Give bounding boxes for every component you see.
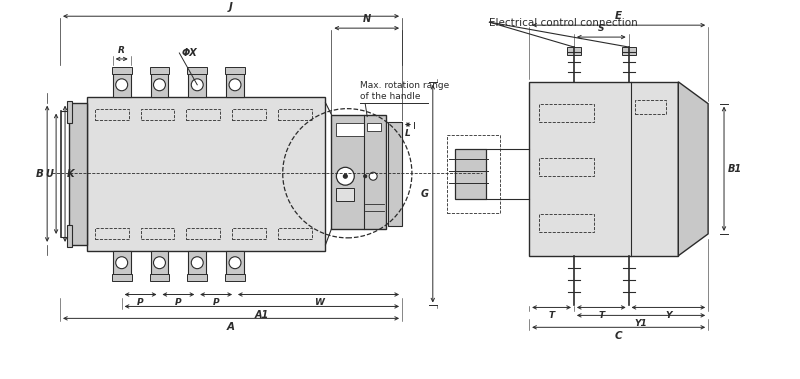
Bar <box>232 109 266 120</box>
Bar <box>226 251 244 275</box>
Bar <box>67 101 72 122</box>
Bar <box>278 228 311 239</box>
Text: of the handle: of the handle <box>360 92 421 101</box>
Text: A: A <box>227 323 235 332</box>
Bar <box>67 225 72 247</box>
Text: E: E <box>615 11 622 21</box>
Bar <box>634 100 666 114</box>
Bar <box>388 122 402 226</box>
Circle shape <box>154 79 166 91</box>
Bar <box>539 158 594 176</box>
Bar <box>336 122 364 136</box>
Text: J: J <box>229 2 233 12</box>
Circle shape <box>343 174 347 178</box>
Circle shape <box>116 257 128 269</box>
Bar <box>225 67 245 74</box>
Bar <box>113 251 130 275</box>
Text: P: P <box>138 299 144 307</box>
Text: S: S <box>598 24 605 33</box>
Circle shape <box>229 257 241 269</box>
Bar <box>446 135 500 213</box>
Bar <box>186 228 220 239</box>
Text: G: G <box>421 189 429 199</box>
Bar <box>187 274 207 280</box>
Circle shape <box>369 172 377 180</box>
Bar <box>539 104 594 122</box>
Bar <box>150 251 169 275</box>
Circle shape <box>336 167 354 185</box>
Bar <box>141 109 174 120</box>
Text: C: C <box>615 331 622 341</box>
Polygon shape <box>678 82 708 256</box>
Text: N: N <box>362 14 370 24</box>
Bar <box>232 228 266 239</box>
Bar <box>622 47 635 55</box>
Text: P: P <box>213 299 219 307</box>
Text: W: W <box>314 299 323 307</box>
Bar <box>187 67 207 74</box>
Text: B: B <box>35 169 43 179</box>
Text: A1: A1 <box>254 310 269 320</box>
Text: P: P <box>175 299 182 307</box>
Circle shape <box>154 257 166 269</box>
Bar <box>454 149 486 199</box>
Circle shape <box>191 79 203 91</box>
Bar <box>150 73 169 97</box>
Text: Electrical control connection: Electrical control connection <box>490 18 638 28</box>
Text: B1: B1 <box>728 164 742 174</box>
Text: Y1: Y1 <box>634 319 647 328</box>
Bar <box>150 67 170 74</box>
Text: Y: Y <box>665 312 672 320</box>
Bar <box>112 274 132 280</box>
Bar <box>87 97 326 251</box>
Bar <box>141 228 174 239</box>
Bar <box>113 73 130 97</box>
Text: T: T <box>549 312 554 320</box>
Text: Max. rotation range: Max. rotation range <box>360 81 450 90</box>
Bar <box>331 114 386 229</box>
Bar <box>188 73 206 97</box>
Bar <box>69 103 87 245</box>
Text: L: L <box>405 128 411 138</box>
Bar <box>539 214 594 232</box>
Circle shape <box>364 175 366 178</box>
Bar <box>226 73 244 97</box>
Bar <box>95 109 129 120</box>
Text: T: T <box>598 312 604 320</box>
Bar <box>225 274 245 280</box>
Bar <box>95 228 129 239</box>
Circle shape <box>191 257 203 269</box>
Bar <box>112 67 132 74</box>
Text: ΦX: ΦX <box>182 48 197 58</box>
Circle shape <box>229 79 241 91</box>
Text: R: R <box>118 46 125 55</box>
Bar <box>188 251 206 275</box>
Bar <box>367 122 381 130</box>
Bar <box>278 109 311 120</box>
Bar <box>150 274 170 280</box>
Bar <box>567 47 581 55</box>
Text: U: U <box>46 169 53 179</box>
Bar <box>336 188 354 201</box>
Text: K: K <box>67 169 74 179</box>
Bar <box>186 109 220 120</box>
Bar <box>530 82 678 256</box>
Circle shape <box>116 79 128 91</box>
